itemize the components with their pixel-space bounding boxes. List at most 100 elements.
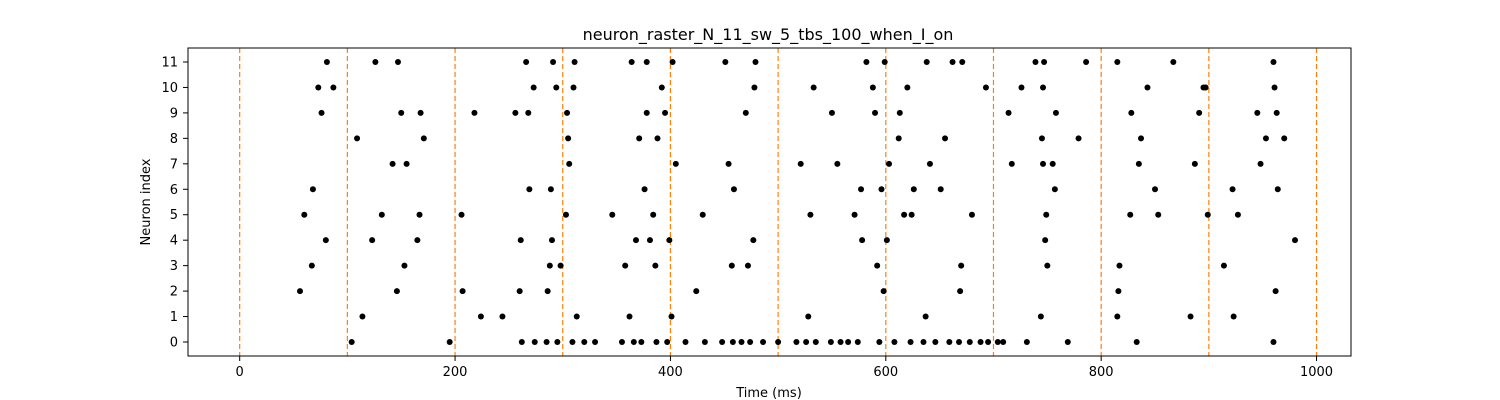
spike-point — [682, 339, 689, 345]
y-axis-label: Neuron index — [139, 158, 154, 245]
spike-point — [477, 313, 484, 320]
y-tick-label: 8 — [170, 132, 178, 147]
spike-point — [968, 211, 975, 218]
spike-point — [863, 59, 870, 65]
spike-point — [1273, 109, 1280, 116]
spike-point — [530, 84, 537, 91]
spike-point — [827, 339, 834, 345]
spike-point — [348, 339, 355, 345]
spike-point — [1040, 160, 1047, 167]
spike-point — [1005, 109, 1012, 116]
spike-point — [760, 339, 767, 345]
spike-point — [420, 135, 427, 142]
spike-point — [1042, 237, 1049, 244]
spike-point — [1230, 313, 1237, 320]
spike-point — [650, 211, 657, 218]
spike-point — [553, 84, 560, 91]
spike-point — [1041, 59, 1048, 65]
spike-point — [803, 339, 810, 345]
spike-point — [1114, 59, 1121, 65]
spike-point — [922, 313, 929, 320]
spike-point — [1191, 160, 1198, 167]
spike-point — [318, 109, 325, 116]
spike-point — [315, 84, 322, 91]
spike-point — [744, 262, 751, 269]
spike-point — [394, 59, 401, 65]
spike-point — [1075, 135, 1082, 142]
x-tick-label: 1000 — [1300, 365, 1333, 380]
spike-point — [546, 262, 553, 269]
spike-point — [566, 160, 573, 167]
spike-point — [1049, 160, 1056, 167]
spike-point — [693, 288, 700, 295]
spike-point — [550, 59, 557, 65]
spike-point — [851, 211, 858, 218]
spike-point — [543, 339, 550, 345]
spike-point — [729, 339, 736, 345]
y-tick-label: 5 — [170, 208, 178, 223]
spike-point — [722, 59, 729, 65]
spike-point — [1220, 262, 1227, 269]
spike-point — [1196, 109, 1203, 116]
x-tick-label: 400 — [658, 365, 683, 380]
spike-point — [646, 237, 653, 244]
spike-point — [977, 339, 984, 345]
spike-point — [1187, 313, 1194, 320]
spike-point — [932, 339, 939, 345]
spike-point — [554, 339, 561, 345]
spike-point — [810, 84, 817, 91]
spike-point — [547, 186, 554, 193]
spike-point — [1008, 160, 1015, 167]
spike-point — [793, 339, 800, 345]
spike-point — [904, 84, 911, 91]
spike-point — [1116, 262, 1123, 269]
spike-point — [618, 339, 625, 345]
spike-point — [725, 160, 732, 167]
spike-point — [393, 288, 400, 295]
spike-point — [958, 262, 965, 269]
spike-point — [666, 237, 673, 244]
spike-point — [459, 288, 466, 295]
spike-point — [403, 160, 410, 167]
spike-point — [1040, 84, 1047, 91]
spike-point — [1115, 288, 1122, 295]
spike-point — [1229, 186, 1236, 193]
spike-point — [592, 339, 599, 345]
spike-point — [1254, 109, 1261, 116]
spike-point — [668, 313, 675, 320]
spike-point — [891, 339, 898, 345]
spike-point — [323, 59, 330, 65]
spike-point — [512, 109, 519, 116]
spike-point — [1133, 339, 1140, 345]
spike-point — [750, 237, 757, 244]
spike-point — [296, 288, 303, 295]
spike-point — [966, 339, 973, 345]
y-tick-label: 1 — [170, 310, 178, 325]
spike-point — [643, 109, 650, 116]
spike-point — [564, 109, 571, 116]
spike-point — [876, 339, 883, 345]
spike-point — [896, 109, 903, 116]
spike-point — [1038, 135, 1045, 142]
spike-point — [854, 339, 861, 345]
spike-point — [883, 237, 890, 244]
spike-point — [636, 135, 643, 142]
x-tick-label: 800 — [1089, 365, 1114, 380]
spike-point — [658, 84, 665, 91]
spike-point — [1155, 211, 1162, 218]
spike-point — [516, 288, 523, 295]
spike-point — [878, 186, 885, 193]
y-axis-ticks: 0 1 2 3 4 5 6 7 8 9 10 11 — [161, 56, 188, 351]
spike-point — [1270, 59, 1277, 65]
spike-point — [881, 59, 888, 65]
spike-point — [414, 237, 421, 244]
spike-point — [1234, 211, 1241, 218]
y-tick-label: 7 — [170, 157, 178, 172]
spike-point — [775, 339, 782, 345]
spike-point — [581, 339, 588, 345]
spike-point — [872, 109, 879, 116]
spike-point — [837, 339, 844, 345]
y-tick-label: 11 — [161, 56, 178, 71]
spike-point — [1138, 135, 1145, 142]
